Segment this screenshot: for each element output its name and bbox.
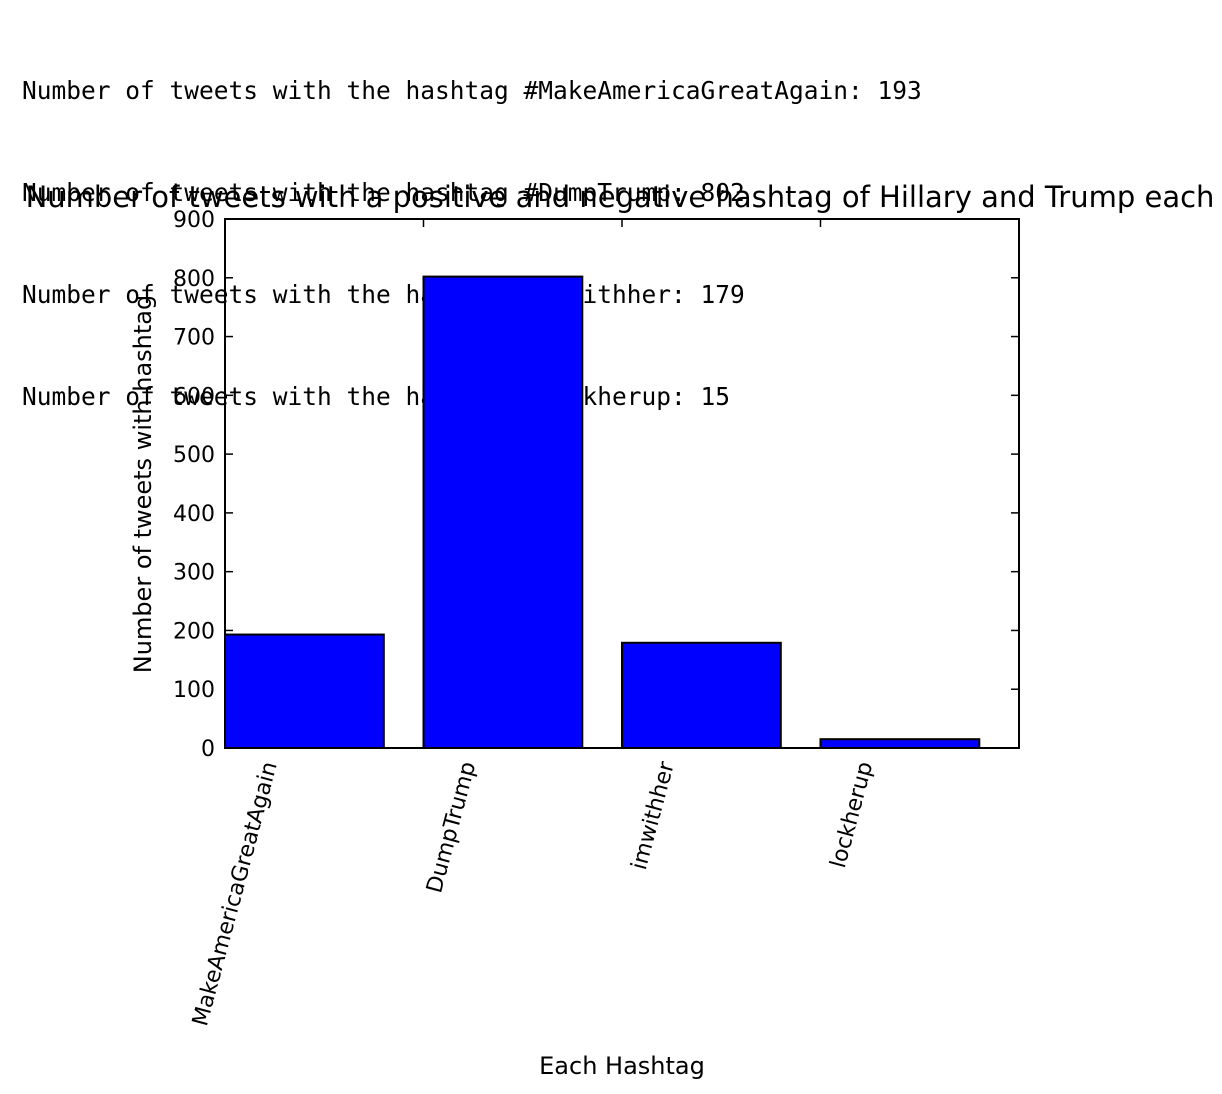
console-line: Number of tweets with the hashtag #DumpT… [22,178,745,207]
y-tick-label: 600 [173,384,215,409]
y-tick-label: 500 [173,443,215,468]
plot-frame [224,218,1020,749]
bar-makeamericagreatagain [224,633,385,750]
x-tick-label: DumpTrump [422,759,481,896]
bar-lockherup [819,738,981,750]
y-tick-label: 900 [173,208,215,233]
y-tick-label: 700 [173,326,215,351]
bar-series [224,275,981,750]
y-tick-label: 0 [201,737,215,762]
y-tick-label: 800 [173,267,215,292]
x-axis-label: Each Hashtag [539,1052,705,1080]
y-tick-label: 400 [173,502,215,527]
y-tick-label: 100 [173,678,215,703]
y-axis-label: Number of tweets with hashtag [129,295,157,673]
y-tick-label: 200 [173,619,215,644]
y-tick-label: 300 [173,561,215,586]
chart-title: Number of tweets with a positive and neg… [26,180,1215,214]
console-line: Number of tweets with the hashtag #MakeA… [22,76,922,105]
console-output: Number of tweets with the hashtag #MakeA… [22,6,922,448]
x-tick-label: MakeAmericaGreatAgain [188,759,283,1029]
bar-imwithher [621,641,782,749]
bar-dumptrump [422,275,584,749]
y-axis-ticks: 0 100 200 300 400 500 600 700 800 900 [173,208,1019,762]
x-tick-label: imwithher [627,758,680,872]
x-tick-label: lockherup [826,759,878,871]
